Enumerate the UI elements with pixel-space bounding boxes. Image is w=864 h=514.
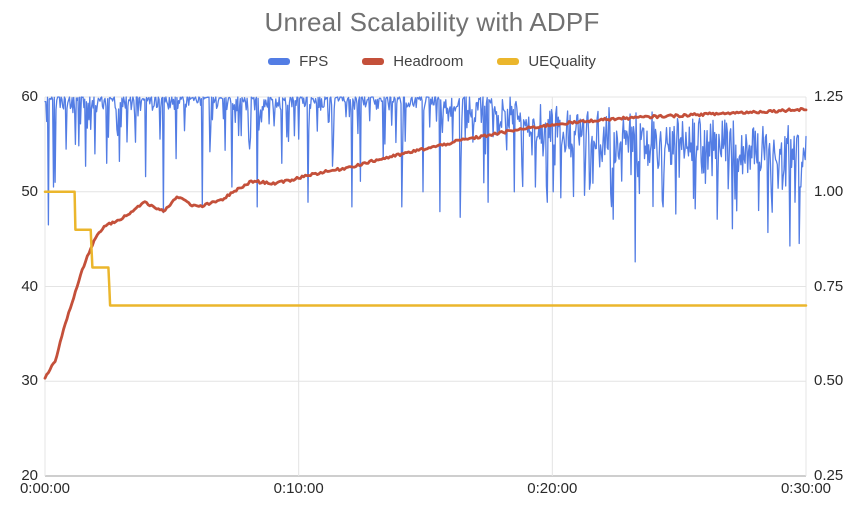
legend-label-fps: FPS [299, 53, 329, 70]
legend-label-uequality: UEQuality [528, 53, 596, 70]
y-right-tick-label: 1.00 [814, 182, 844, 200]
x-tick-label: 0:30:00 [780, 480, 832, 497]
uequality-legend-swatch-icon [497, 58, 520, 65]
y-left-tick-label: 50 [21, 182, 38, 200]
y-left-tick-label: 20 [21, 467, 38, 484]
x-tick-label: 0:20:00 [527, 480, 578, 497]
chart-legend: FPS Headroom UEQuality [0, 53, 864, 70]
chart-title: Unreal Scalability with ADPF [264, 7, 600, 37]
y-left-tick-label: 40 [21, 277, 38, 295]
legend-item-headroom: Headroom [362, 53, 463, 70]
y-right-tick-label: 0.75 [814, 277, 844, 295]
x-tick-label: 0:10:00 [273, 480, 324, 497]
y-right-tick-label: 1.25 [814, 88, 844, 105]
y-left-tick-label: 60 [21, 88, 38, 105]
series-uequality-line [43, 190, 808, 307]
y-right-tick-label: 0.25 [814, 467, 844, 484]
series-fps-line [44, 96, 807, 263]
legend-item-uequality: UEQuality [497, 53, 596, 70]
x-tick-label: 0:00:00 [19, 480, 71, 497]
y-left-tick-label: 30 [21, 372, 38, 390]
series-headroom-line [43, 107, 808, 380]
y-right-tick-label: 0.50 [814, 372, 844, 390]
fps-legend-swatch-icon [268, 58, 291, 65]
headroom-legend-swatch-icon [362, 58, 385, 65]
legend-label-headroom: Headroom [393, 53, 464, 70]
legend-item-fps: FPS [268, 53, 328, 70]
